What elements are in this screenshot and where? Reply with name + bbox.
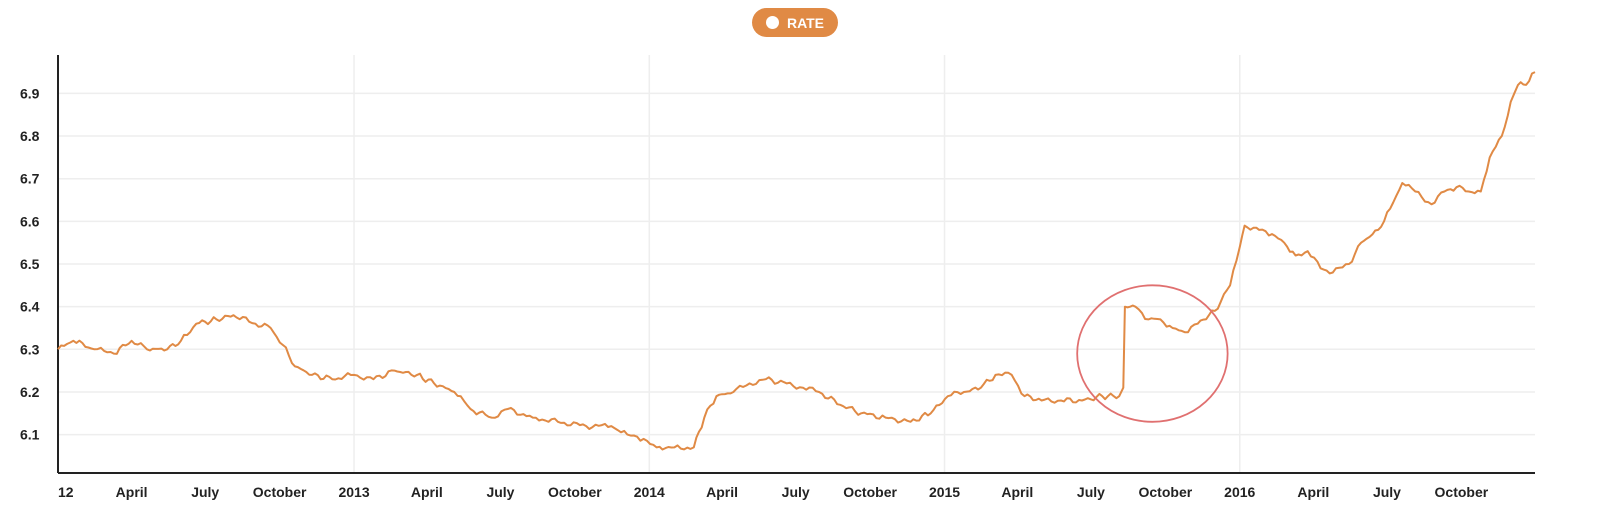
legend-dot-icon: [765, 16, 779, 29]
series-line-rate: [57, 71, 1536, 451]
y-tick-label: 6.2: [20, 384, 40, 400]
x-tick-label: April: [1297, 484, 1329, 500]
x-tick-label: April: [1001, 484, 1033, 500]
legend-label: RATE: [786, 14, 825, 31]
annotation-layer: [1076, 284, 1229, 423]
x-tick-label: October: [1435, 484, 1489, 500]
axes: [57, 55, 1535, 474]
x-tick-label: July: [486, 484, 514, 500]
x-tick-label: October: [253, 484, 307, 500]
x-tick-label: July: [1373, 484, 1401, 500]
x-tick-label: 2014: [634, 484, 665, 500]
x-tick-label: October: [548, 484, 602, 500]
y-tick-label: 6.7: [20, 171, 40, 187]
x-tick-label: 12: [58, 484, 74, 500]
y-tick-label: 6.5: [20, 256, 40, 272]
series-layer: [57, 71, 1536, 451]
x-tick-label: 2013: [338, 484, 369, 500]
y-tick-label: 6.9: [20, 85, 40, 101]
annotation-ellipse: [1076, 284, 1229, 423]
x-tick-label: April: [706, 484, 738, 500]
x-tick-label: April: [411, 484, 443, 500]
x-tick-label: July: [191, 484, 219, 500]
x-tick-label: 2015: [929, 484, 960, 500]
x-tick-label: October: [843, 484, 897, 500]
x-tick-label: July: [782, 484, 810, 500]
x-tick-label: October: [1139, 484, 1193, 500]
tick-labels: 6.1 6.2 6.3 6.4 6.5 6.6 6.7 6.8 6.9 12 April July Oc…: [20, 85, 1489, 500]
x-tick-label: April: [116, 484, 148, 500]
grid: [58, 55, 1535, 473]
legend-rate-toggle[interactable]: RATE: [752, 8, 838, 37]
y-tick-label: 6.6: [20, 213, 40, 229]
x-tick-label: 2016: [1224, 484, 1255, 500]
y-tick-label: 6.1: [20, 427, 40, 443]
y-tick-label: 6.8: [20, 128, 40, 144]
y-tick-label: 6.4: [20, 299, 40, 315]
x-tick-label: July: [1077, 484, 1105, 500]
y-tick-label: 6.3: [20, 341, 40, 357]
